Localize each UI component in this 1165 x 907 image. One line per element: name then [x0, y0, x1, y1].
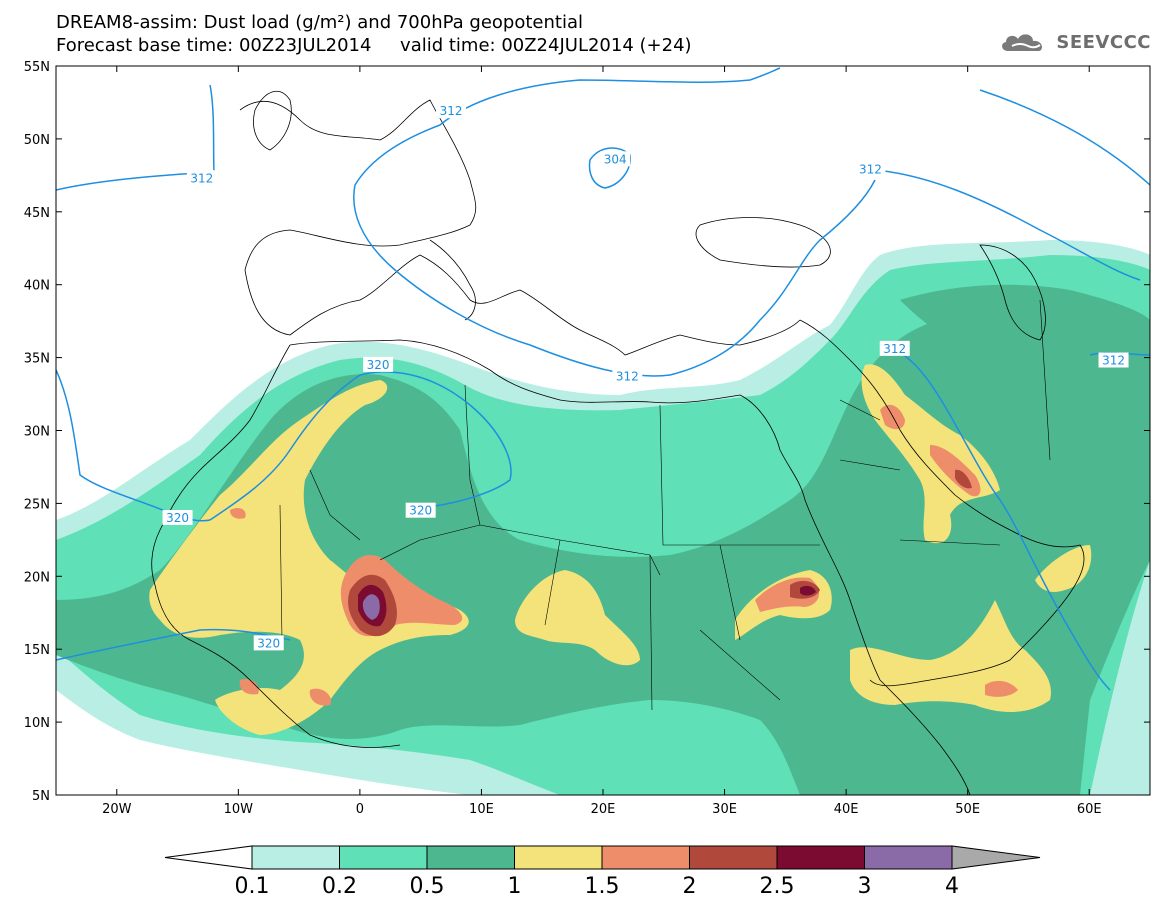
colorbar-level-label: 3 — [858, 874, 872, 899]
isoline-label: 312 — [859, 163, 882, 177]
colorbar-level-label: 2.5 — [760, 874, 795, 899]
lon-tick-label: 20W — [102, 802, 132, 817]
colorbar-segment — [601, 845, 690, 870]
coastline-italy — [429, 239, 476, 321]
lon-tick-label: 0 — [356, 802, 364, 817]
coastline-black-sea — [695, 217, 831, 268]
colorbar-segment — [426, 845, 515, 870]
isoline-label-bg — [612, 368, 643, 384]
isoline-312-northwest — [209, 84, 215, 173]
isoline-320-sahara — [209, 371, 512, 521]
coastline-arabia — [799, 319, 1085, 687]
cloud-icon — [1002, 34, 1043, 51]
dust-contour-1.5-somalia — [985, 680, 1018, 697]
isoline-label: 312 — [440, 104, 463, 118]
lat-tick-label: 5N — [32, 789, 50, 804]
isoline-label: 312 — [883, 342, 906, 356]
colorbar-arrow-high — [951, 845, 1041, 870]
isoline-label: 320 — [409, 504, 432, 518]
isoline-label: 320 — [166, 511, 189, 525]
lat-tick-label: 45N — [24, 206, 50, 221]
dust-contour-1-chad — [515, 570, 640, 666]
isoline-label-bg — [879, 340, 910, 356]
colorbar-level-label: 1 — [508, 874, 522, 899]
dust-field — [56, 240, 1150, 795]
lat-tick-label: 20N — [24, 570, 50, 585]
colorbar-segment — [689, 845, 778, 870]
dust-contour-1.5-west — [230, 507, 331, 706]
dust-contour-2 — [348, 469, 973, 637]
isoline-label-bg — [253, 635, 284, 651]
lon-tick-label: 40E — [834, 802, 859, 817]
isoline-label: 312 — [616, 370, 639, 384]
colorbar-segment — [251, 845, 340, 870]
lon-tick-label: 10W — [224, 802, 254, 817]
isoline-312-east — [979, 89, 1150, 186]
colorbar-arrow-low — [164, 845, 253, 870]
isoline-label-bg — [855, 161, 886, 177]
isoline-label-bg — [186, 170, 217, 186]
longitude-axis: 20W 10W 0 10E 20E 30E 40E 50E 60E — [102, 66, 1102, 817]
lat-tick-label: 55N — [24, 60, 50, 75]
colorbar-level-label: 0.5 — [410, 874, 445, 899]
colorbar-level-label: 4 — [945, 874, 959, 899]
isoline-label: 312 — [1102, 354, 1125, 368]
lon-tick-label: 60E — [1077, 802, 1102, 817]
isoline-labels: 312 312 304 312 312 312 312 320 320 320 320 — [162, 103, 1129, 651]
isoline-label-bg — [162, 509, 193, 525]
dust-contour-3 — [362, 594, 380, 620]
coastline-africa-north — [289, 339, 971, 795]
dust-contour-1-west — [149, 380, 469, 735]
isoline-label-bg — [363, 356, 394, 372]
isoline-label: 320 — [257, 636, 280, 650]
coastline-uk — [253, 90, 292, 151]
isoline-label-bg — [1098, 352, 1129, 368]
coastline-caspian — [979, 244, 1046, 341]
lat-tick-label: 10N — [24, 716, 50, 731]
lat-tick-label: 25N — [24, 497, 50, 512]
seevccc-logo: SEEVCCC — [998, 27, 1151, 57]
coastlines — [151, 90, 1085, 795]
isoline-304 — [588, 147, 631, 189]
colorbar-level-label: 0.2 — [322, 874, 357, 899]
colorbar-segment — [339, 845, 428, 870]
lat-tick-label: 30N — [24, 425, 50, 440]
coastline-europe — [239, 99, 801, 356]
dust-contour-0.5-b — [900, 284, 1150, 380]
lon-tick-label: 30E — [712, 802, 737, 817]
logo-text: SEEVCCC — [1056, 31, 1151, 53]
colorbar-segment — [776, 845, 865, 870]
lat-tick-label: 15N — [24, 643, 50, 658]
latitude-axis: 55N 50N 45N 40N 35N 30N 25N 20N 15N 10N 5N — [24, 60, 1150, 804]
colorbar-level-label: 1.5 — [585, 874, 620, 899]
coastline-africa-west — [151, 344, 401, 748]
isoline-312-mesopotamia — [879, 344, 1111, 691]
country-borders — [279, 299, 1051, 711]
chart-title: DREAM8-assim: Dust load (g/m²) and 700hP… — [56, 12, 583, 33]
geopotential-isolines — [56, 67, 1150, 691]
lon-tick-label: 10E — [469, 802, 494, 817]
isoline-label: 312 — [190, 171, 213, 185]
isoline-label-bg — [600, 151, 631, 167]
isoline-312-central — [353, 124, 876, 377]
colorbar-segment — [514, 845, 603, 870]
isoline-320-sahel — [56, 628, 291, 661]
lon-tick-label: 20E — [591, 802, 616, 817]
lon-tick-label: 50E — [955, 802, 980, 817]
lat-tick-label: 35N — [24, 352, 50, 367]
lat-tick-label: 40N — [24, 279, 50, 294]
colorbar-level-label: 2 — [683, 874, 697, 899]
colorbar-segment — [864, 845, 953, 870]
isoline-label: 320 — [367, 358, 390, 372]
isoline-312-north — [439, 67, 781, 126]
isoline-label-bg — [436, 103, 467, 119]
isoline-label-bg — [405, 502, 436, 518]
forecast-time-line: Forecast base time: 00Z23JUL2014 valid t… — [56, 35, 692, 56]
isoline-312-caspian — [874, 169, 1141, 281]
colorbar-level-label: 0.1 — [235, 874, 270, 899]
isoline-label: 304 — [604, 152, 627, 166]
lat-tick-label: 50N — [24, 133, 50, 148]
